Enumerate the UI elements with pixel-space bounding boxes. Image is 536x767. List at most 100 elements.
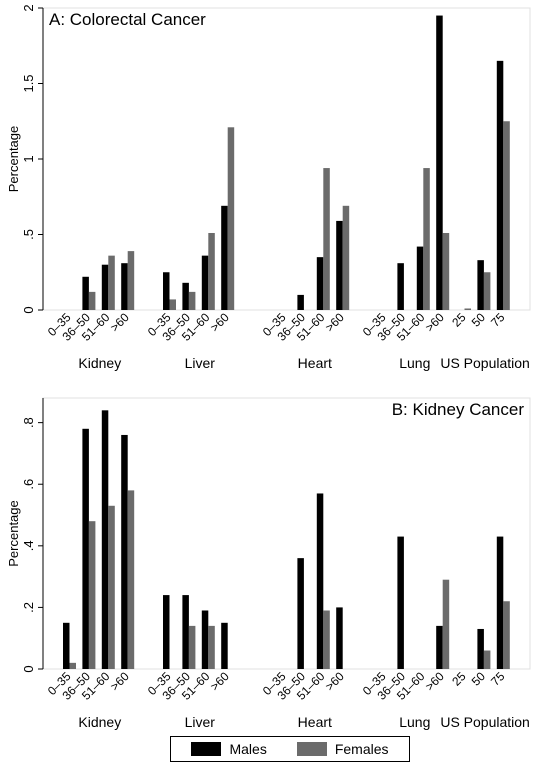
y-axis-label: Percentage xyxy=(6,500,21,567)
group-label: Heart xyxy=(298,355,332,371)
y-tick-label: 0 xyxy=(21,306,36,313)
bar-males xyxy=(201,610,209,669)
bar-males xyxy=(221,205,228,310)
bar-females xyxy=(342,205,350,310)
bar-males xyxy=(163,595,170,669)
group-label: Kidney xyxy=(78,714,121,730)
bar-males xyxy=(163,272,170,310)
bar-males xyxy=(221,622,228,669)
legend-label-females: Females xyxy=(334,741,389,757)
bar-males xyxy=(121,263,128,310)
bar-females xyxy=(188,291,196,310)
x-tick-label: >60 xyxy=(423,669,448,694)
bar-females xyxy=(503,121,510,310)
legend-item-females: Females xyxy=(296,741,389,757)
plot-region xyxy=(42,397,531,670)
bar-males xyxy=(336,607,343,669)
bar-females xyxy=(423,168,430,310)
bar-males xyxy=(436,15,443,311)
y-tick-label: .8 xyxy=(21,417,36,428)
bar-males xyxy=(121,434,128,669)
bar-males xyxy=(297,294,304,310)
bar-females xyxy=(108,505,115,669)
legend: Males Females xyxy=(170,736,410,762)
bar-females xyxy=(127,490,135,669)
bar-males xyxy=(101,264,109,310)
bar-males xyxy=(82,276,89,310)
bar-males xyxy=(496,536,504,669)
y-tick-label: .5 xyxy=(21,229,36,240)
x-tick-label: >60 xyxy=(108,669,133,694)
group-label: Liver xyxy=(185,714,216,730)
group-label: Liver xyxy=(185,355,216,371)
bar-males xyxy=(397,263,404,310)
x-tick-label: >60 xyxy=(423,310,448,335)
bar-females xyxy=(464,308,471,310)
bar-females xyxy=(69,662,76,669)
y-axis-label: Percentage xyxy=(6,126,21,193)
bar-females xyxy=(88,521,96,669)
chart-title: A: Colorectal Cancer xyxy=(49,10,206,29)
legend-swatch-females xyxy=(296,742,327,756)
bar-females xyxy=(483,272,491,310)
bar-males xyxy=(182,595,189,669)
y-tick-label: .6 xyxy=(21,479,36,490)
bar-males xyxy=(182,282,189,310)
bar-males xyxy=(436,625,443,669)
bar-females xyxy=(127,251,135,310)
bar-females xyxy=(108,255,115,310)
bar-females xyxy=(503,601,510,669)
bar-males xyxy=(336,220,343,310)
bar-females xyxy=(188,625,196,669)
legend-item-males: Males xyxy=(191,741,267,757)
x-tick-label: 75 xyxy=(488,669,508,689)
bar-females xyxy=(442,579,450,669)
y-tick-label: 2 xyxy=(21,4,36,11)
bar-males xyxy=(297,558,304,669)
legend-swatch-males xyxy=(191,742,222,756)
legend-label-males: Males xyxy=(229,741,267,757)
bar-males xyxy=(316,493,324,669)
bar-males xyxy=(63,622,70,669)
bar-females xyxy=(208,625,215,669)
group-label: Lung xyxy=(399,714,430,730)
y-tick-label: 0 xyxy=(21,665,36,672)
group-label: Kidney xyxy=(78,355,121,371)
x-tick-label: 25 xyxy=(449,310,469,330)
y-tick-label: 1 xyxy=(21,155,36,162)
bar-females xyxy=(88,291,96,310)
bar-females xyxy=(227,127,235,310)
group-label: US Population xyxy=(440,714,530,730)
group-label: Lung xyxy=(399,355,430,371)
y-tick-label: .4 xyxy=(21,540,36,551)
x-tick-label: 50 xyxy=(469,669,489,689)
bar-females xyxy=(323,168,330,310)
bar-males xyxy=(82,428,89,669)
bar-females xyxy=(323,610,330,669)
group-label: US Population xyxy=(440,355,530,371)
bar-males xyxy=(201,255,209,310)
group-label: Heart xyxy=(298,714,332,730)
bar-males xyxy=(397,536,404,669)
chart-title: B: Kidney Cancer xyxy=(392,400,525,419)
x-tick-label: 50 xyxy=(469,310,489,330)
bar-males xyxy=(477,628,484,669)
x-tick-label: 25 xyxy=(449,669,469,689)
bar-females xyxy=(442,232,450,310)
y-tick-label: .2 xyxy=(21,602,36,613)
x-tick-label: >60 xyxy=(323,310,348,335)
bar-males xyxy=(477,260,484,310)
bar-males xyxy=(101,410,109,669)
x-tick-label: >60 xyxy=(108,310,133,335)
bar-males xyxy=(316,257,324,310)
x-tick-label: >60 xyxy=(208,669,233,694)
x-tick-label: 75 xyxy=(488,310,508,330)
bar-females xyxy=(208,232,215,310)
bar-males xyxy=(416,246,424,310)
plot-region xyxy=(42,7,531,311)
x-tick-label: >60 xyxy=(323,669,348,694)
